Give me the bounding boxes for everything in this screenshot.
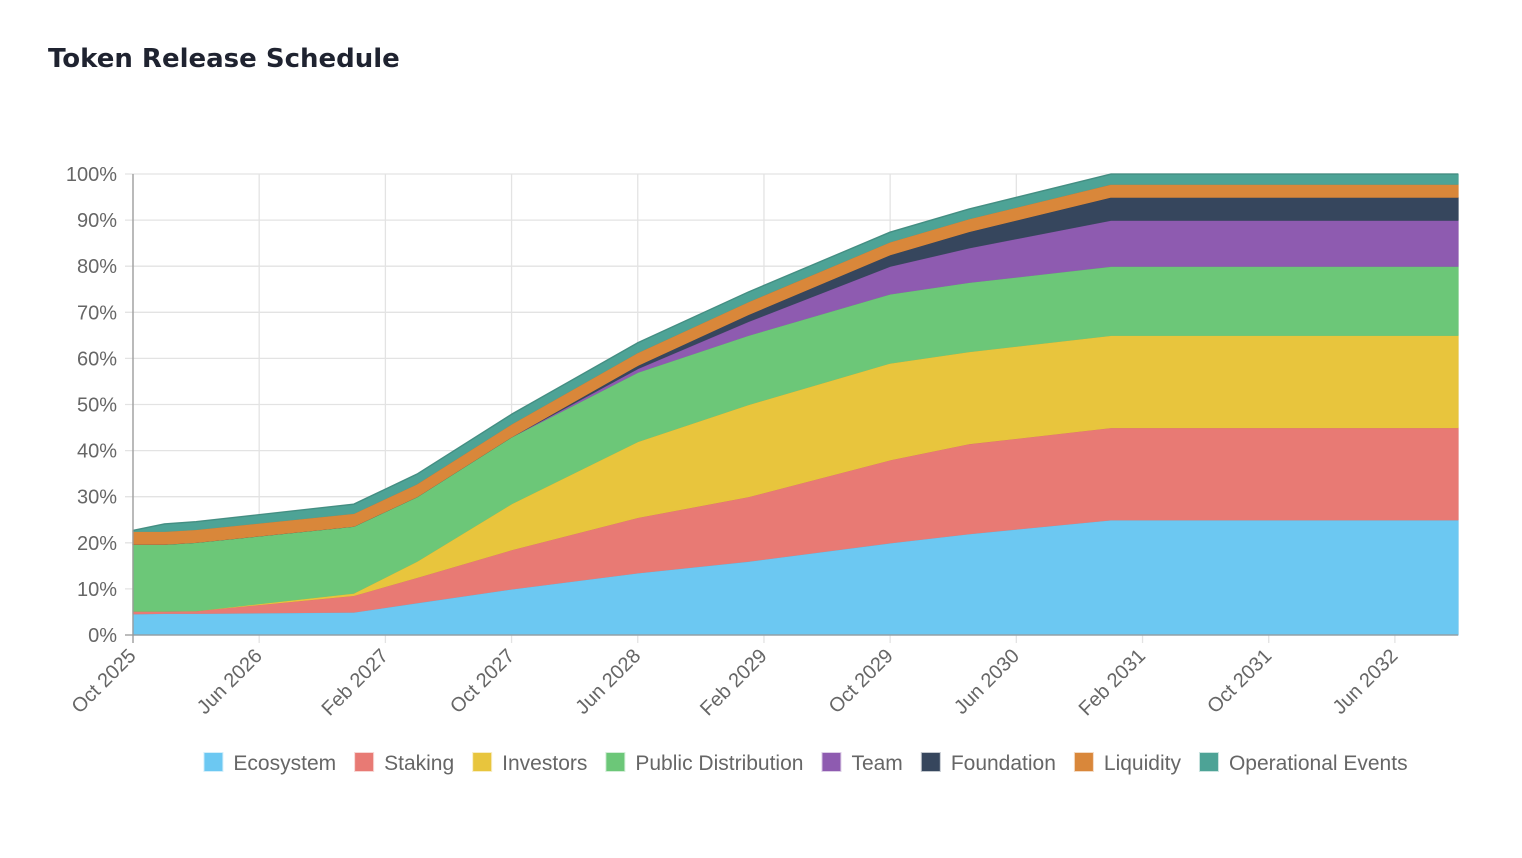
legend-item-staking[interactable]: Staking (353, 751, 454, 775)
legend-swatch (471, 751, 494, 773)
x-tick-label: Feb 2029 (696, 645, 771, 720)
x-tick-label: Jun 2028 (572, 645, 646, 719)
line-operational-events (132, 173, 1458, 532)
x-tick-label: Feb 2031 (1075, 645, 1150, 720)
y-tick-label: 20% (77, 533, 117, 555)
chart-areas (132, 173, 1459, 636)
y-tick-label: 50% (77, 395, 117, 417)
legend-swatch (1197, 751, 1220, 773)
y-tick-label: 40% (77, 441, 117, 463)
x-tick-label: Oct 2025 (68, 645, 141, 718)
legend-item-operational-events[interactable]: Operational Events (1197, 751, 1408, 775)
y-tick-label: 30% (77, 487, 117, 509)
legend-label: Operational Events (1229, 752, 1408, 775)
legend-swatch (353, 751, 376, 773)
legend-swatch (1072, 751, 1095, 773)
legend-item-ecosystem[interactable]: Ecosystem (202, 751, 336, 775)
x-tick-label: Jun 2026 (193, 645, 267, 719)
legend-label: Liquidity (1104, 752, 1182, 775)
legend-item-liquidity[interactable]: Liquidity (1072, 751, 1182, 775)
y-tick-label: 100% (66, 164, 117, 186)
x-tick-label: Oct 2031 (1203, 645, 1276, 718)
x-tick-label: Oct 2027 (446, 645, 519, 718)
legend-label: Team (851, 752, 902, 775)
y-tick-label: 60% (77, 348, 117, 370)
area-operational-events (132, 173, 1459, 532)
legend-label: Investors (502, 752, 587, 775)
x-tick-label: Jun 2030 (950, 645, 1024, 719)
y-tick-label: 10% (77, 579, 117, 601)
legend-label: Staking (384, 752, 454, 775)
legend-item-investors[interactable]: Investors (471, 751, 587, 775)
y-tick-label: 90% (77, 210, 117, 232)
page-title: Token Release Schedule (48, 44, 400, 74)
x-tick-label: Jun 2032 (1329, 645, 1403, 719)
legend-swatch (820, 751, 843, 773)
x-tick-label: Feb 2027 (318, 645, 393, 720)
legend-item-public-distribution[interactable]: Public Distribution (604, 751, 803, 775)
y-tick-label: 0% (88, 625, 117, 647)
legend-swatch (919, 751, 942, 773)
legend-label: Foundation (951, 752, 1056, 775)
legend-item-foundation[interactable]: Foundation (919, 751, 1056, 775)
y-tick-label: 80% (77, 256, 117, 278)
x-tick-label: Oct 2029 (825, 645, 898, 718)
legend-label: Public Distribution (635, 752, 803, 775)
legend-item-team[interactable]: Team (820, 751, 903, 775)
legend-swatch (604, 751, 627, 773)
y-tick-label: 70% (77, 302, 117, 324)
legend-swatch (202, 751, 225, 773)
chart-legend: Ecosystem Staking Investors Public Distribu… (202, 751, 1408, 775)
legend-label: Ecosystem (233, 752, 336, 775)
